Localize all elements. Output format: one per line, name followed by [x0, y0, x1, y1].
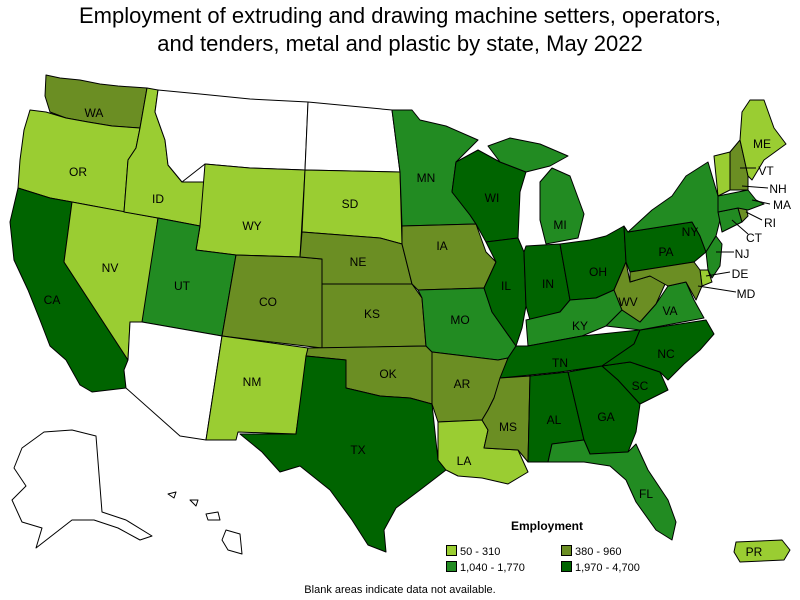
legend-item-2: 380 - 960 — [561, 545, 621, 558]
label-or: OR — [69, 165, 87, 179]
label-ar: AR — [454, 377, 471, 391]
legend-swatch-1 — [446, 545, 457, 556]
label-il: IL — [501, 279, 511, 293]
state-mi[interactable] — [487, 137, 585, 245]
label-md: MD — [737, 287, 756, 301]
legend-label-1: 50 - 310 — [460, 546, 501, 558]
state-az[interactable] — [123, 321, 223, 441]
legend-title: Employment — [511, 519, 584, 533]
label-ri: RI — [764, 216, 776, 230]
label-sc: SC — [632, 379, 649, 393]
label-ut: UT — [174, 279, 191, 293]
state-fl[interactable] — [547, 439, 677, 541]
footnote: Blank areas indicate data not available. — [304, 584, 496, 596]
label-nc: NC — [657, 347, 675, 361]
label-de: DE — [732, 267, 749, 281]
label-wa: WA — [85, 106, 104, 120]
label-ca: CA — [44, 293, 61, 307]
label-wy: WY — [242, 219, 261, 233]
label-ok: OK — [379, 367, 396, 381]
label-al: AL — [547, 413, 562, 427]
callout-lines — [697, 167, 771, 293]
legend-label-4: 1,970 - 4,700 — [575, 562, 640, 574]
label-ma: MA — [773, 198, 791, 212]
label-fl: FL — [639, 487, 653, 501]
state-me[interactable] — [739, 99, 787, 181]
label-in: IN — [542, 277, 554, 291]
legend-swatch-3 — [446, 561, 457, 572]
label-ga: GA — [597, 410, 614, 424]
legend-item-1: 50 - 310 — [446, 545, 500, 558]
state-labels: WA OR CA NV ID WY UT CO NM SD NE KS OK T… — [44, 106, 791, 559]
label-nh: NH — [769, 182, 786, 196]
state-nh[interactable] — [729, 139, 749, 191]
legend-swatch-2 — [561, 545, 572, 556]
label-mo: MO — [450, 313, 469, 327]
state-pr[interactable] — [733, 539, 791, 563]
label-nj: NJ — [735, 247, 750, 261]
label-co: CO — [259, 295, 277, 309]
label-mi: MI — [553, 218, 566, 232]
label-ct: CT — [746, 231, 763, 245]
legend-swatch-4 — [561, 561, 572, 572]
label-wi: WI — [485, 191, 500, 205]
label-id: ID — [152, 192, 164, 206]
label-tn: TN — [552, 356, 568, 370]
state-wy[interactable] — [195, 163, 306, 258]
state-il[interactable] — [483, 237, 527, 347]
label-wv: WV — [618, 295, 637, 309]
label-mn: MN — [417, 171, 436, 185]
label-pa: PA — [658, 245, 673, 259]
map-title-line-1: Employment of extruding and drawing mach… — [79, 3, 721, 28]
label-nm: NM — [243, 375, 262, 389]
label-ks: KS — [364, 307, 380, 321]
label-tx: TX — [350, 443, 365, 457]
label-vt: VT — [758, 164, 774, 178]
label-nv: NV — [102, 261, 119, 275]
label-ms: MS — [499, 420, 517, 434]
state-hi[interactable] — [167, 491, 243, 555]
legend-label-2: 380 - 960 — [575, 546, 622, 558]
legend-item-4: 1,970 - 4,700 — [561, 561, 640, 574]
state-ak[interactable] — [11, 429, 153, 549]
state-md[interactable] — [629, 261, 703, 301]
label-ny: NY — [682, 225, 699, 239]
label-va: VA — [662, 304, 677, 318]
label-ky: KY — [572, 319, 588, 333]
map-title-line-2: and tenders, metal and plastic by state,… — [157, 31, 643, 56]
legend-label-3: 1,040 - 1,770 — [460, 562, 525, 574]
label-oh: OH — [589, 265, 607, 279]
state-tx[interactable] — [239, 355, 447, 553]
state-nc[interactable] — [601, 319, 715, 381]
label-ia: IA — [436, 239, 447, 253]
label-me: ME — [753, 137, 771, 151]
legend-item-3: 1,040 - 1,770 — [446, 561, 525, 574]
label-sd: SD — [342, 197, 359, 211]
label-la: LA — [457, 454, 472, 468]
label-pr: PR — [746, 545, 763, 559]
state-nd[interactable] — [304, 101, 401, 173]
map-title: Employment of extruding and drawing mach… — [0, 2, 800, 58]
label-ne: NE — [350, 255, 367, 269]
state-ma[interactable] — [717, 189, 765, 213]
